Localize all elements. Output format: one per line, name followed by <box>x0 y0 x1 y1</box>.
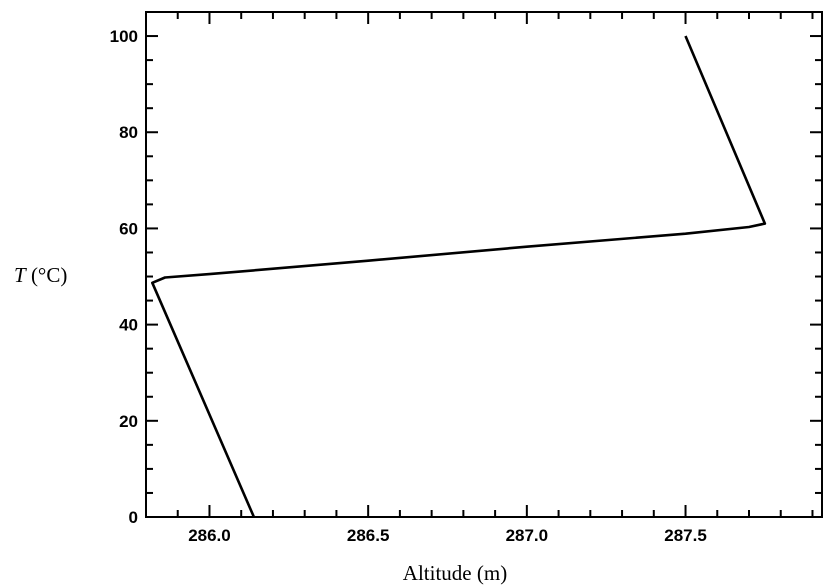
x-tick-label: 287.5 <box>664 526 707 545</box>
series-line <box>151 35 767 518</box>
y-tick-label: 20 <box>119 412 138 431</box>
x-tick-label: 287.0 <box>506 526 549 545</box>
y-axis-title-variable: T <box>14 263 27 287</box>
y-tick-label: 40 <box>119 316 138 335</box>
x-axis-title: Altitude (m) <box>403 561 507 585</box>
y-axis-title: T (°C) <box>14 263 67 287</box>
y-tick-label: 0 <box>129 508 138 527</box>
y-tick-label: 80 <box>119 123 138 142</box>
ticks-layer <box>146 11 822 518</box>
y-tick-label: 100 <box>110 27 138 46</box>
x-tick-label: 286.5 <box>347 526 390 545</box>
x-tick-label: 286.0 <box>188 526 231 545</box>
plot-frame <box>145 11 823 518</box>
y-tick-label: 60 <box>119 219 138 238</box>
y-axis-title-unit: (°C) <box>26 263 68 287</box>
labels-layer: 0 20 40 60 80 100 286.0 286.5 287.0 287.5 <box>110 27 707 545</box>
